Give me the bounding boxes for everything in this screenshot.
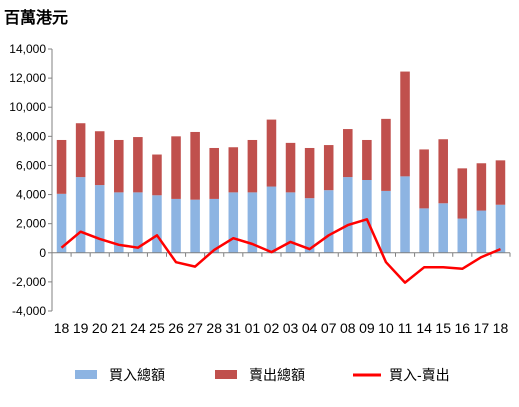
- net-buy-sell-line: [60, 218, 501, 284]
- bar-sell-total: [476, 163, 487, 211]
- y-tick-label: 14,000: [9, 42, 46, 56]
- bar-buy-total: [400, 176, 410, 253]
- x-tick-label: 02: [264, 320, 280, 336]
- x-tick-label: 10: [378, 320, 394, 336]
- bar-buy-total: [133, 192, 143, 253]
- bar-sell-total: [133, 137, 143, 193]
- bar-buy-total: [381, 190, 391, 253]
- bar-buy-total: [285, 192, 296, 253]
- y-tick-label: 4,000: [16, 188, 46, 202]
- x-tick-label: 21: [111, 320, 127, 336]
- bar-sell-total: [114, 139, 124, 193]
- x-tick-label: 08: [340, 320, 356, 336]
- bar-sell-total: [94, 131, 105, 186]
- bar-buy-total: [476, 210, 487, 253]
- bar-buy-total: [419, 208, 429, 253]
- bar-buy-total: [190, 199, 200, 253]
- x-tick-label: 11: [398, 320, 413, 336]
- bar-buy-total: [247, 192, 258, 253]
- bar-sell-total: [75, 123, 86, 178]
- y-axis-unit-label: 百萬港元: [4, 8, 69, 27]
- x-tick-label: 16: [455, 320, 471, 336]
- x-tick-label: 18: [493, 320, 509, 336]
- bar-buy-total: [266, 186, 277, 253]
- bar-sell-total: [381, 118, 391, 191]
- x-tick-label: 24: [130, 320, 146, 336]
- bar-sell-total: [209, 147, 219, 199]
- y-tick-label: -4,000: [12, 304, 46, 318]
- bar-sell-total: [457, 168, 468, 219]
- bar-buy-total: [114, 192, 124, 253]
- x-tick-label: 26: [168, 320, 184, 336]
- bar-buy-total: [75, 177, 86, 253]
- bar-buy-total: [323, 190, 334, 253]
- bar-buy-total: [171, 198, 181, 253]
- bar-buy-total: [56, 193, 67, 253]
- legend-label: 買入-賣出: [389, 367, 450, 383]
- bar-buy-total: [304, 198, 315, 253]
- bar-sell-total: [56, 139, 67, 194]
- x-tick-label: 20: [92, 320, 108, 336]
- bar-sell-total: [190, 131, 200, 200]
- bar-sell-total: [419, 149, 429, 209]
- bar-sell-total: [323, 145, 334, 191]
- bar-sell-total: [285, 142, 296, 193]
- legend-label: 賣出總額: [249, 367, 305, 383]
- y-tick-label: 10,000: [9, 100, 46, 114]
- bar-sell-total: [266, 119, 277, 187]
- bar-sell-total: [171, 136, 181, 199]
- bar-sell-total: [400, 71, 410, 177]
- bar-buy-total: [457, 218, 468, 253]
- bar-sell-total: [495, 160, 506, 205]
- bar-buy-total: [94, 185, 105, 253]
- y-tick-label: -2,000: [12, 275, 46, 289]
- y-tick-label: 2,000: [16, 217, 46, 231]
- x-tick-label: 19: [73, 320, 89, 336]
- bar-sell-total: [362, 139, 372, 180]
- x-tick-label: 31: [226, 320, 242, 336]
- x-tick-label: 09: [359, 320, 375, 336]
- bar-buy-total: [152, 195, 162, 253]
- x-tick-label: 14: [416, 320, 432, 336]
- bar-sell-total: [247, 139, 258, 193]
- x-tick-label: 03: [283, 320, 299, 336]
- legend-swatch: [215, 370, 237, 379]
- x-tick-label: 15: [435, 320, 451, 336]
- x-tick-label: 17: [474, 320, 490, 336]
- bar-sell-total: [304, 147, 315, 199]
- y-tick-label: 12,000: [9, 71, 46, 85]
- x-tick-label: 18: [54, 320, 70, 336]
- bar-sell-total: [152, 154, 162, 196]
- x-tick-label: 28: [206, 320, 222, 336]
- legend-swatch: [75, 370, 97, 379]
- bar-sell-total: [228, 147, 239, 193]
- y-tick-label: 8,000: [16, 129, 46, 143]
- bar-buy-total: [438, 203, 448, 253]
- bar-buy-total: [362, 180, 372, 253]
- x-tick-label: 27: [187, 320, 203, 336]
- x-tick-label: 25: [149, 320, 165, 336]
- bar-buy-total: [343, 177, 353, 253]
- legend-label: 買入總額: [109, 367, 165, 383]
- x-tick-label: 01: [245, 320, 261, 336]
- bar-sell-total: [438, 139, 448, 204]
- x-tick-label: 04: [302, 320, 318, 336]
- bar-sell-total: [343, 129, 353, 178]
- x-tick-label: 07: [321, 320, 337, 336]
- y-tick-label: 0: [39, 246, 46, 260]
- y-tick-label: 6,000: [16, 158, 46, 172]
- bar-buy-total: [209, 198, 219, 253]
- bar-buy-total: [495, 204, 506, 253]
- bar-buy-total: [228, 192, 239, 253]
